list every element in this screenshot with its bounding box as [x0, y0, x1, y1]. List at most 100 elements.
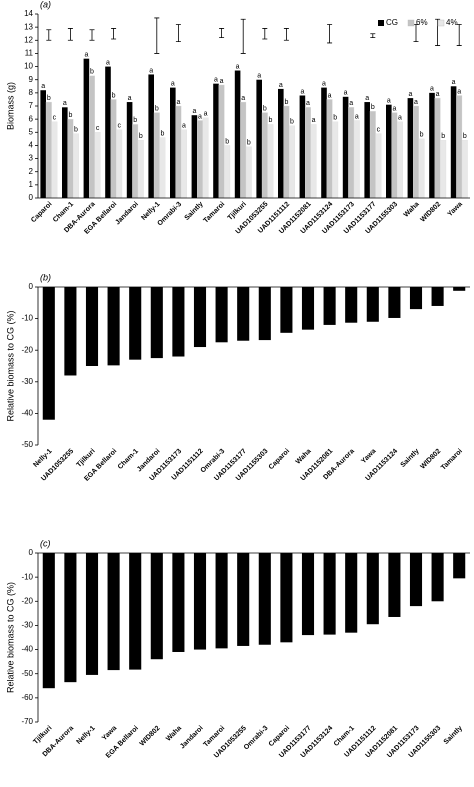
legend-swatch — [378, 20, 384, 26]
significance-letter: a — [182, 123, 186, 130]
significance-letter: a — [457, 88, 461, 95]
significance-letter: a — [106, 59, 110, 66]
x-tick-label: Saintly — [443, 725, 464, 746]
y-tick-label: -60 — [21, 693, 33, 702]
bar — [42, 287, 55, 420]
bar — [364, 102, 370, 198]
bar — [261, 112, 268, 199]
bar — [321, 87, 327, 198]
bar — [148, 74, 154, 198]
bar — [431, 553, 444, 602]
error-bar — [67, 28, 73, 41]
significance-letter: a — [176, 99, 180, 106]
bar — [234, 70, 241, 198]
significance-letter: a — [220, 78, 224, 85]
significance-letter: a — [452, 79, 456, 86]
x-tick-label: Tamaroi — [202, 201, 226, 225]
significance-letter: b — [463, 133, 467, 140]
bar — [224, 145, 231, 199]
bar — [301, 553, 315, 636]
error-bar — [154, 17, 160, 54]
bar — [258, 553, 271, 645]
y-tick-label: -20 — [21, 345, 33, 354]
bar — [110, 99, 117, 199]
bar — [197, 120, 203, 199]
significance-letter: b — [90, 69, 94, 76]
bar — [129, 553, 142, 670]
bar — [153, 112, 160, 199]
bar — [366, 553, 379, 625]
significance-letter: b — [268, 117, 272, 124]
bar — [172, 287, 185, 357]
y-axis-title: Relative biomass to CG (%) — [5, 582, 15, 693]
x-tick-label: Saintly — [400, 448, 421, 469]
bar — [62, 107, 68, 198]
bar — [369, 111, 376, 199]
legend-swatch — [437, 19, 445, 27]
bar — [323, 553, 336, 635]
significance-letter: a — [436, 91, 440, 98]
error-bar — [219, 28, 225, 39]
significance-letter: b — [290, 119, 294, 126]
y-axis-title: Biomass (g) — [5, 82, 15, 130]
y-tick-label: -10 — [21, 314, 33, 323]
bar — [64, 553, 77, 683]
significance-letter: b — [247, 140, 251, 147]
bar — [45, 101, 52, 199]
significance-letter: c — [117, 123, 121, 130]
bar — [409, 287, 423, 310]
bar — [453, 553, 466, 579]
bar — [429, 92, 435, 198]
significance-letter: a — [171, 80, 175, 87]
bar — [132, 124, 139, 199]
bar — [391, 112, 398, 199]
error-bar — [262, 28, 268, 40]
bar — [237, 553, 250, 646]
y-tick-label: 9 — [29, 75, 34, 84]
panel-label: (b) — [40, 272, 51, 282]
bar — [299, 95, 306, 198]
bar — [453, 287, 466, 291]
error-bar — [370, 33, 376, 39]
bar — [175, 105, 182, 199]
panel-label: (a) — [40, 0, 51, 9]
significance-letter: b — [155, 105, 159, 112]
significance-letter: a — [408, 91, 412, 98]
bar — [193, 553, 207, 650]
significance-letter: a — [300, 88, 304, 95]
y-axis-title: Relative biomass to CG (%) — [5, 310, 15, 421]
y-tick-label: 13 — [24, 22, 33, 31]
significance-letter: a — [214, 77, 218, 84]
error-bar — [240, 18, 246, 54]
significance-letter: b — [47, 95, 51, 102]
significance-letter: a — [63, 100, 67, 107]
significance-letter: c — [96, 125, 100, 132]
significance-letter: a — [349, 100, 353, 107]
bar — [397, 121, 403, 199]
significance-letter: a — [149, 67, 153, 74]
significance-letter: b — [68, 112, 72, 119]
significance-letter: a — [84, 52, 88, 59]
bar — [64, 287, 77, 376]
bar — [278, 88, 284, 198]
significance-letter: b — [371, 104, 375, 111]
bar — [431, 287, 444, 306]
x-tick-label: Caparoi — [30, 201, 53, 224]
panel-label: (c) — [40, 538, 51, 548]
bar — [51, 121, 58, 199]
bar — [85, 553, 99, 675]
y-tick-label: 2 — [29, 167, 34, 176]
x-tick-label: Waha — [165, 725, 183, 743]
significance-letter: b — [420, 132, 424, 139]
bar — [150, 553, 163, 660]
legend-label: 6% — [416, 18, 428, 27]
x-tick-label: Jandaroi — [114, 201, 140, 227]
significance-letter: b — [333, 115, 337, 122]
significance-letter: a — [41, 83, 45, 90]
bar — [258, 287, 271, 341]
bar — [215, 287, 228, 343]
x-tick-label: Waha — [403, 201, 421, 219]
significance-letter: a — [365, 95, 369, 102]
error-bar — [46, 29, 52, 41]
bar — [407, 98, 414, 198]
